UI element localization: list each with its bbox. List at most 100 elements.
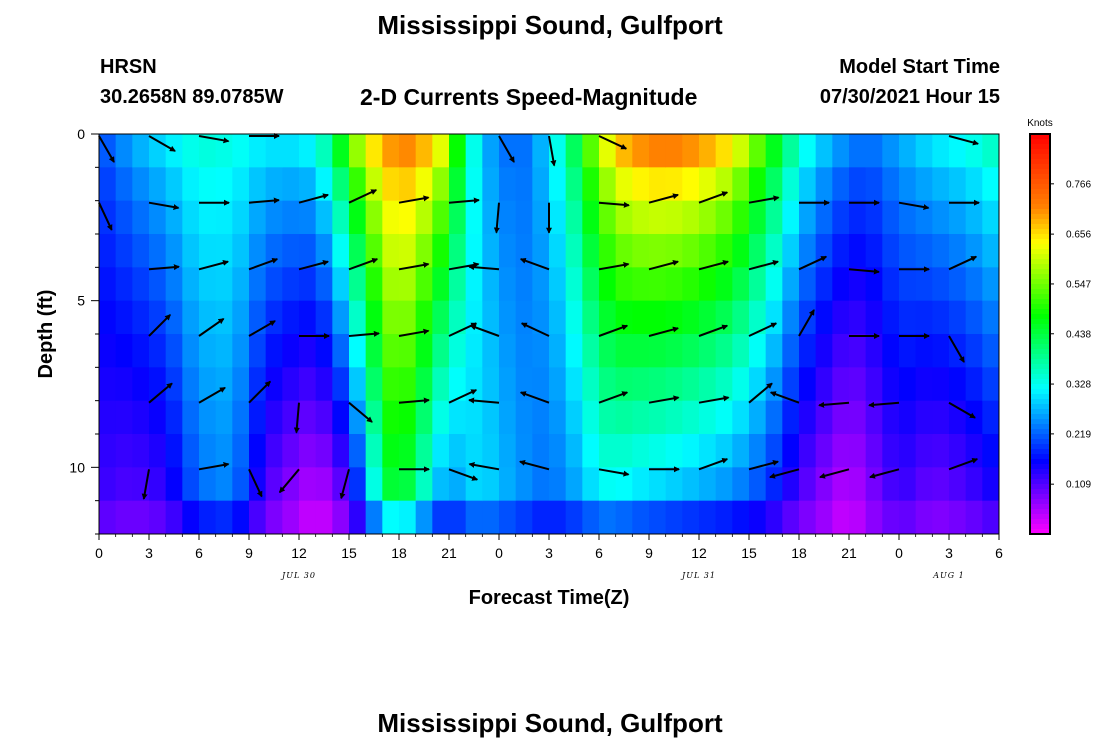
heatmap-cell bbox=[465, 267, 483, 302]
heatmap-cell bbox=[799, 334, 817, 368]
current-vector bbox=[698, 395, 730, 404]
heatmap-cell bbox=[715, 234, 733, 268]
heatmap-cell bbox=[99, 467, 117, 502]
heatmap-cell bbox=[299, 167, 317, 202]
current-vector bbox=[868, 401, 900, 408]
heatmap-cell bbox=[215, 267, 233, 302]
heatmap-cell bbox=[465, 434, 483, 468]
heatmap-cell bbox=[349, 500, 367, 534]
heatmap-cell bbox=[765, 234, 783, 268]
colorbar-segment bbox=[1030, 479, 1050, 485]
colorbar-segment bbox=[1030, 384, 1050, 390]
heatmap-cell bbox=[815, 167, 833, 202]
heatmap-cell bbox=[182, 467, 200, 502]
heatmap-cell bbox=[399, 467, 417, 502]
heatmap-cell bbox=[615, 134, 633, 168]
current-vector bbox=[598, 262, 630, 271]
colorbar-segment bbox=[1030, 389, 1050, 395]
heatmap-cell bbox=[482, 334, 500, 368]
heatmap-cell bbox=[549, 367, 567, 402]
heatmap-cell bbox=[132, 200, 150, 235]
heatmap-cell bbox=[599, 434, 617, 468]
heatmap-cell bbox=[415, 367, 433, 402]
x-axis: 0 3 6 9 12 15 18 21 0 3 6 9 12 15 18 21 0 3 6 JUL 30 JUL 31 A… bbox=[95, 534, 1003, 580]
heatmap-cell bbox=[232, 167, 250, 202]
heatmap-cell bbox=[832, 267, 850, 302]
current-vector bbox=[648, 326, 679, 337]
current-vector bbox=[248, 320, 276, 337]
colorbar-segment bbox=[1030, 519, 1050, 525]
heatmap-cell bbox=[215, 367, 233, 402]
heatmap-cell bbox=[549, 167, 567, 202]
heatmap-cell bbox=[449, 234, 467, 268]
current-speed-chart: 0 3 6 9 12 15 18 21 0 3 6 9 12 15 18 21 0 3 6 JUL 30 JUL 31 A… bbox=[35, 118, 1091, 609]
heatmap-cell bbox=[832, 334, 850, 368]
current-vector bbox=[798, 255, 828, 271]
heatmap-cell bbox=[732, 467, 750, 502]
heatmap-cell bbox=[249, 500, 267, 534]
heatmap-cell bbox=[115, 167, 133, 202]
colorbar-segment bbox=[1030, 324, 1050, 330]
chart-title: Mississippi Sound, Gulfport bbox=[377, 10, 723, 40]
colorbar-segment bbox=[1030, 414, 1050, 420]
heatmap-cell bbox=[915, 500, 933, 534]
colorbar-segment bbox=[1030, 404, 1050, 410]
current-vector bbox=[468, 462, 500, 471]
current-vector bbox=[798, 309, 815, 337]
heatmap-cell bbox=[915, 434, 933, 468]
heatmap-cell bbox=[249, 234, 267, 268]
heatmap-cell bbox=[499, 334, 517, 368]
heatmap-cell bbox=[632, 367, 650, 402]
heatmap-cell bbox=[399, 334, 417, 368]
heatmap-cell bbox=[532, 334, 550, 368]
current-vector bbox=[198, 462, 230, 471]
heatmap-cell bbox=[815, 300, 833, 335]
heatmap-cell bbox=[449, 200, 467, 235]
heatmap-cell bbox=[232, 367, 250, 402]
heatmap-cell bbox=[982, 200, 999, 235]
heatmap-cell bbox=[865, 200, 883, 235]
heatmap-cell bbox=[465, 467, 483, 502]
heatmap-cell bbox=[482, 267, 500, 302]
current-vector bbox=[248, 257, 279, 271]
heatmap-cell bbox=[765, 267, 783, 302]
heatmap-cell bbox=[665, 200, 683, 235]
heatmap-cell bbox=[965, 234, 983, 268]
current-vector bbox=[748, 459, 779, 471]
heatmap-cell bbox=[132, 167, 150, 202]
heatmap-cell bbox=[732, 134, 750, 168]
heatmap-cell bbox=[615, 434, 633, 468]
heatmap-cell bbox=[499, 167, 517, 202]
current-vector bbox=[598, 324, 629, 337]
heatmap-cell bbox=[482, 300, 500, 335]
heatmap-cell bbox=[382, 434, 400, 468]
current-vector bbox=[769, 468, 800, 479]
heatmap-cell bbox=[515, 334, 533, 368]
current-vector bbox=[698, 324, 729, 337]
current-vector bbox=[598, 135, 628, 150]
heatmap-cell bbox=[149, 200, 167, 235]
heatmap-cell bbox=[215, 400, 233, 435]
heatmap-cell bbox=[565, 334, 583, 368]
current-vector bbox=[648, 395, 680, 404]
current-vector bbox=[698, 457, 729, 471]
heatmap-cell bbox=[932, 167, 950, 202]
heatmap-cell bbox=[282, 500, 300, 534]
heatmap-cell bbox=[782, 134, 800, 168]
colorbar-segment bbox=[1030, 219, 1050, 225]
heatmap-cell bbox=[632, 334, 650, 368]
heatmap-cell bbox=[699, 200, 717, 235]
heatmap-cell bbox=[899, 334, 917, 368]
colorbar-segment bbox=[1030, 354, 1050, 360]
heatmap-cell bbox=[832, 367, 850, 402]
colorbar-segment bbox=[1030, 394, 1050, 400]
heatmap-cell bbox=[665, 434, 683, 468]
heatmap-cell bbox=[849, 400, 867, 435]
colorbar-segment bbox=[1030, 139, 1050, 145]
heatmap-cell bbox=[399, 434, 417, 468]
heatmap-cell bbox=[365, 300, 383, 335]
heatmap-cell bbox=[232, 434, 250, 468]
x-tick-label: 12 bbox=[691, 545, 707, 561]
heatmap-cell bbox=[149, 300, 167, 335]
current-vector bbox=[448, 197, 480, 204]
